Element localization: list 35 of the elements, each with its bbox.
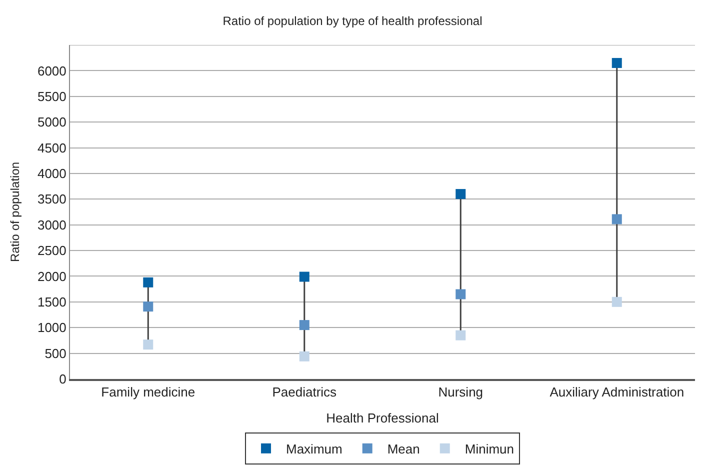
point xyxy=(143,277,154,288)
legend-label: Maximum xyxy=(286,441,342,456)
point xyxy=(143,340,154,350)
y-tick-label: 2000 xyxy=(37,268,66,284)
x-axis-title: Health Professional xyxy=(326,410,439,426)
y-tick-label: 3500 xyxy=(37,192,66,207)
y-tick-label: 4500 xyxy=(37,140,66,156)
y-tick-label: 4000 xyxy=(37,166,66,182)
point xyxy=(612,214,622,224)
point xyxy=(456,330,466,340)
x-tick-label: Nursing xyxy=(438,384,484,400)
y-tick-label: 5000 xyxy=(37,114,66,130)
legend-label: Mean xyxy=(387,441,420,456)
point xyxy=(456,289,466,300)
chart-title: Ratio of population by type of health professional xyxy=(222,14,482,28)
y-axis-title: Ratio of population xyxy=(8,162,22,262)
point xyxy=(612,296,622,307)
point xyxy=(143,302,154,312)
point xyxy=(299,320,310,330)
legend-label: Minimun xyxy=(464,441,514,456)
y-tick-label: 1500 xyxy=(37,294,66,310)
point xyxy=(456,189,466,200)
y-tick-label: 5500 xyxy=(37,88,66,104)
point xyxy=(612,58,622,68)
y-tick-label: 3000 xyxy=(37,217,66,232)
y-tick-label: 1000 xyxy=(37,320,66,336)
y-tick-label: 2500 xyxy=(37,243,66,258)
y-tick-label: 6000 xyxy=(37,63,66,78)
point xyxy=(299,351,310,362)
x-tick-label: Paediatrics xyxy=(272,384,338,400)
x-tick-label: Auxiliary Administration xyxy=(550,384,684,400)
x-tick-label: Family medicine xyxy=(101,384,196,400)
point xyxy=(299,272,310,282)
y-tick-label: 0 xyxy=(59,372,66,387)
y-tick-label: 500 xyxy=(44,346,66,361)
